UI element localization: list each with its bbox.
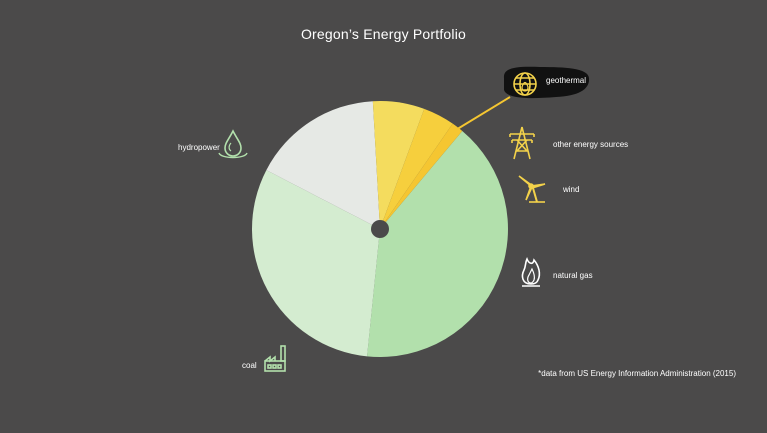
- label-natural-gas: natural gas: [553, 271, 593, 280]
- pie-slice-natural-gas: [266, 101, 380, 229]
- water-drop-icon: [218, 129, 248, 159]
- label-other-energy-sources: other energy sources: [553, 140, 629, 149]
- wind-turbine-icon: [518, 175, 546, 203]
- pie-slice-wind: [372, 100, 425, 229]
- pie-slice-other-energy-sources: [380, 108, 453, 229]
- label-geothermal: geothermal: [546, 76, 587, 85]
- chart-title: Oregon’s Energy Portfolio: [300, 26, 467, 42]
- pie-slices: [252, 100, 508, 357]
- pie-slice-hydropower: [367, 130, 508, 357]
- pie-slice-coal: [252, 170, 380, 357]
- label-coal: coal: [242, 361, 257, 370]
- power-tower-icon: [509, 126, 535, 160]
- pie-center-hole: [371, 220, 389, 238]
- label-hydropower: hydropower: [178, 143, 220, 152]
- geothermal-callout-line: [454, 96, 511, 132]
- flame-icon: [521, 257, 541, 287]
- source-footnote: *data from US Energy Information Adminis…: [538, 369, 736, 378]
- pie-slice-geothermal: [380, 123, 463, 229]
- label-wind: wind: [563, 185, 580, 194]
- factory-icon: [264, 345, 286, 372]
- globe-icon: [513, 72, 537, 96]
